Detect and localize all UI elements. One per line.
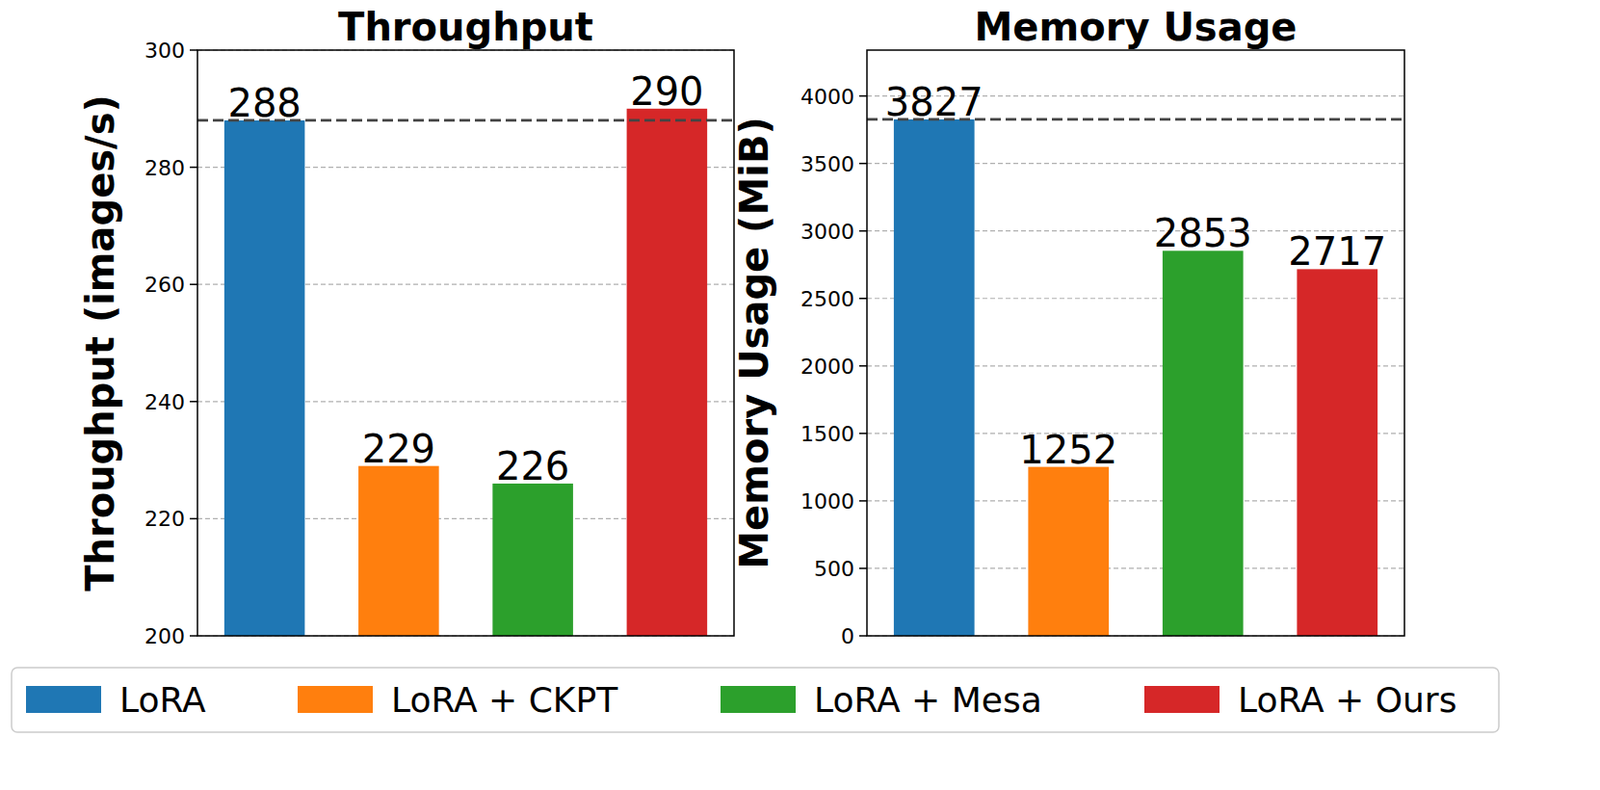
tick bbox=[859, 499, 867, 502]
frame bbox=[866, 50, 1405, 636]
tick bbox=[859, 634, 867, 637]
data-label: 288 bbox=[227, 80, 301, 126]
bar bbox=[358, 466, 440, 636]
tick bbox=[189, 49, 198, 52]
data-label: 2853 bbox=[1154, 210, 1253, 256]
tick bbox=[189, 400, 198, 403]
tick-label: 260 bbox=[144, 272, 185, 297]
legend: LoRA LoRA + CKPT LoRA + Mesa LoRA + Ours bbox=[11, 667, 1499, 733]
tick-label: 500 bbox=[813, 556, 855, 581]
data-label: 3827 bbox=[885, 79, 984, 125]
panel: 200 220 240 260 280 300 288 229 226 290 Throughput… bbox=[78, 4, 735, 649]
panel: 0 500 1000 1500 2000 2500 3000 3500 4000 3827 1252… bbox=[732, 4, 1405, 649]
data-label: 226 bbox=[496, 444, 570, 489]
tick bbox=[859, 365, 867, 368]
tick bbox=[189, 518, 198, 521]
bar bbox=[1296, 268, 1378, 636]
data-label: 2717 bbox=[1287, 229, 1387, 274]
tick-label: 4000 bbox=[800, 84, 855, 109]
tick-label: 1500 bbox=[800, 421, 855, 446]
frame bbox=[197, 50, 735, 636]
tick bbox=[859, 432, 867, 435]
tick bbox=[189, 166, 198, 169]
y-axis-label: Memory Usage (MiB) bbox=[732, 116, 777, 569]
bars bbox=[197, 108, 735, 636]
bar bbox=[1027, 467, 1109, 636]
legend-label: LoRA + CKPT bbox=[391, 680, 619, 720]
tick bbox=[189, 283, 198, 286]
bar bbox=[224, 120, 306, 636]
title: Memory Usage bbox=[974, 4, 1298, 50]
bar bbox=[1162, 250, 1244, 636]
bar bbox=[893, 119, 975, 636]
bar bbox=[492, 483, 574, 636]
legend-label: LoRA + Mesa bbox=[813, 680, 1043, 720]
data-label: 1252 bbox=[1019, 427, 1118, 473]
legend-swatch bbox=[297, 685, 373, 713]
tick bbox=[859, 95, 867, 98]
legend-label: LoRA + Ours bbox=[1237, 680, 1457, 720]
bars bbox=[866, 119, 1405, 636]
legend-swatch bbox=[1144, 685, 1220, 713]
tick-label: 0 bbox=[840, 624, 855, 649]
tick bbox=[859, 162, 867, 165]
tick bbox=[859, 230, 867, 233]
figure: 200 220 240 260 280 300 288 229 226 290 Throughput… bbox=[0, 0, 1600, 790]
title: Throughput bbox=[338, 4, 594, 50]
data-label: 229 bbox=[362, 426, 436, 472]
legend-box bbox=[11, 667, 1499, 733]
legend-label: LoRA bbox=[119, 680, 207, 720]
tick-label: 300 bbox=[144, 38, 185, 63]
bar bbox=[627, 108, 709, 636]
y-axis-label: Throughput (images/s) bbox=[78, 94, 123, 592]
tick-label: 3500 bbox=[800, 152, 855, 177]
tick-label: 1000 bbox=[800, 489, 855, 514]
legend-swatch bbox=[720, 685, 796, 713]
tick-label: 240 bbox=[144, 390, 185, 415]
tick-label: 2500 bbox=[800, 287, 855, 312]
legend-swatch bbox=[26, 685, 102, 713]
tick-label: 280 bbox=[144, 156, 185, 181]
tick-label: 200 bbox=[144, 624, 185, 649]
tick bbox=[859, 297, 867, 300]
tick-label: 2000 bbox=[800, 354, 855, 379]
tick bbox=[859, 567, 867, 570]
tick-label: 3000 bbox=[800, 219, 855, 244]
data-label: 290 bbox=[629, 69, 704, 114]
tick bbox=[189, 634, 198, 637]
tick-label: 220 bbox=[144, 506, 185, 531]
